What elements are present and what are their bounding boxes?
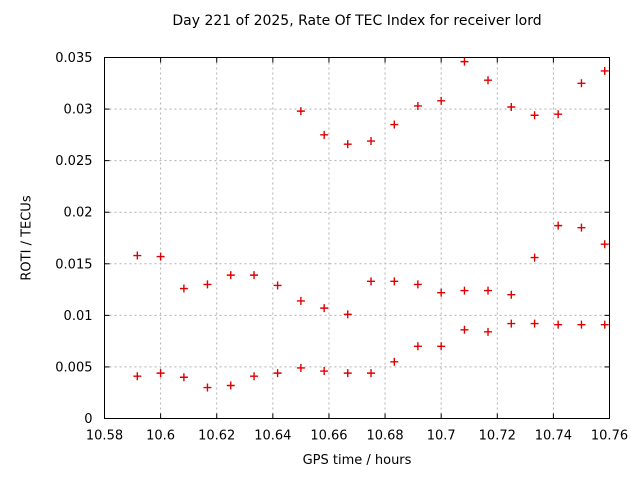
data-point-marker (437, 288, 446, 297)
data-point-marker (484, 76, 493, 85)
y-tick-label: 0.035 (55, 51, 92, 66)
data-point-marker (250, 372, 259, 381)
data-point-marker (203, 280, 212, 289)
x-axis-label: GPS time / hours (302, 453, 412, 468)
data-point-marker (554, 221, 563, 230)
data-point-marker (320, 130, 329, 139)
y-tick-label: 0 (84, 412, 92, 427)
data-point-marker (179, 284, 188, 293)
data-point-marker (343, 369, 352, 378)
data-point-marker (484, 327, 493, 336)
data-point-marker (320, 367, 329, 376)
data-point-marker (437, 96, 446, 105)
data-point-marker (460, 286, 469, 295)
data-point-marker (273, 281, 282, 290)
data-point-marker (367, 137, 376, 146)
data-point-marker (367, 277, 376, 286)
data-point-marker (250, 271, 259, 280)
y-tick-label: 0.025 (55, 154, 92, 169)
data-point-marker (554, 110, 563, 119)
data-point-marker (530, 111, 539, 120)
data-point-marker (296, 107, 305, 116)
data-point-marker (554, 320, 563, 329)
data-point-marker (320, 304, 329, 313)
data-point-marker (484, 286, 493, 295)
data-point-marker (273, 369, 282, 378)
data-point-marker (133, 372, 142, 381)
x-tick-label: 10.76 (591, 429, 628, 444)
x-tick-label: 10.68 (366, 429, 403, 444)
y-tick-label: 0.03 (64, 103, 93, 118)
data-point-marker (156, 252, 165, 261)
data-point-marker (343, 310, 352, 319)
data-point-marker (600, 240, 609, 249)
data-point-marker (179, 373, 188, 382)
data-point-marker (343, 140, 352, 149)
data-point-marker (413, 280, 422, 289)
x-tick-label: 10.62 (198, 429, 235, 444)
data-point-marker (413, 342, 422, 351)
data-point-marker (600, 66, 609, 75)
plot-border (104, 57, 610, 419)
data-point-marker (296, 296, 305, 305)
data-point-marker (226, 271, 235, 280)
data-point-marker (530, 319, 539, 328)
data-point-marker (156, 369, 165, 378)
data-point-marker (507, 103, 516, 112)
data-point-marker (413, 101, 422, 110)
data-point-marker (390, 120, 399, 129)
y-tick-label: 0.005 (55, 360, 92, 375)
x-tick-label: 10.7 (427, 429, 456, 444)
data-point-marker (367, 369, 376, 378)
data-point-marker (390, 357, 399, 366)
data-point-marker (577, 223, 586, 232)
x-tick-label: 10.6 (146, 429, 175, 444)
data-point-marker (133, 251, 142, 260)
y-tick-label: 0.015 (55, 257, 92, 272)
y-tick-label: 0.01 (64, 309, 93, 324)
x-tick-label: 10.64 (254, 429, 291, 444)
data-point-marker (600, 320, 609, 329)
data-point-marker (226, 381, 235, 390)
data-point-marker (577, 79, 586, 88)
data-point-marker (203, 383, 212, 392)
x-tick-label: 10.74 (535, 429, 572, 444)
x-tick-label: 10.66 (310, 429, 347, 444)
x-tick-label: 10.58 (86, 429, 123, 444)
y-tick-label: 0.02 (64, 206, 93, 221)
x-tick-label: 10.72 (479, 429, 516, 444)
data-point-marker (296, 363, 305, 372)
data-point-marker (460, 325, 469, 334)
chart-title: Day 221 of 2025, Rate Of TEC Index for r… (172, 13, 542, 29)
data-point-marker (530, 253, 539, 262)
data-point-marker (437, 342, 446, 351)
data-point-marker (460, 57, 469, 66)
data-point-marker (577, 320, 586, 329)
data-point-marker (507, 319, 516, 328)
data-point-marker (390, 277, 399, 286)
data-point-marker (507, 290, 516, 299)
